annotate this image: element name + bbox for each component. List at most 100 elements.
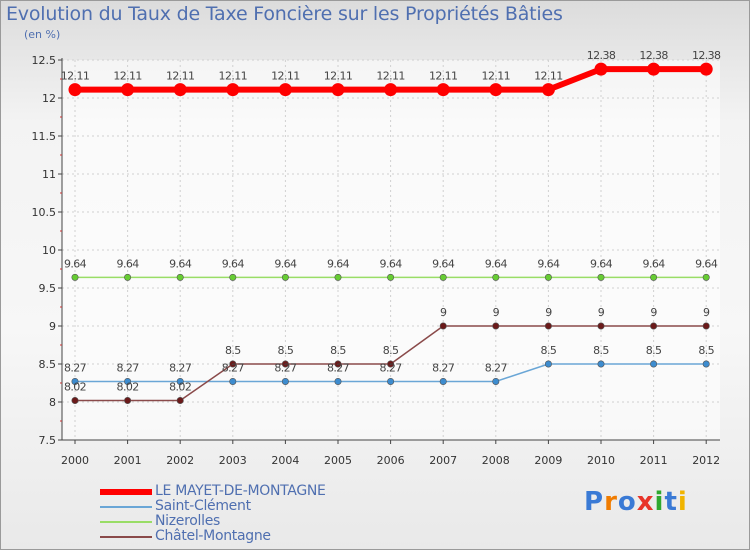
data-label: 8.5 <box>225 344 241 357</box>
data-label: 12.38 <box>639 49 668 62</box>
data-point <box>331 83 345 97</box>
data-point <box>439 377 447 385</box>
data-point <box>229 360 237 368</box>
data-label: 9 <box>545 306 552 319</box>
legend-item: Nizerolles <box>100 514 326 529</box>
legend-swatch <box>100 488 152 495</box>
data-point <box>489 83 503 97</box>
data-point <box>229 377 237 385</box>
data-label: 12.11 <box>61 70 90 83</box>
y-tick-label: 8.5 <box>39 358 57 371</box>
data-label: 8.5 <box>383 344 399 357</box>
data-label: 9 <box>598 306 605 319</box>
y-tick-label: 12 <box>42 92 56 105</box>
data-label: 9.64 <box>643 257 666 270</box>
x-tick-label: 2005 <box>324 454 352 467</box>
x-tick-label: 2004 <box>271 454 299 467</box>
y-tick-label: 8 <box>49 396 56 409</box>
y-tick-label: 11 <box>42 168 56 181</box>
data-point <box>124 273 132 281</box>
data-point <box>68 83 82 97</box>
data-label: 9 <box>650 306 657 319</box>
data-point <box>334 273 342 281</box>
data-label: 8.27 <box>274 361 297 374</box>
logo-letter: t <box>664 487 678 517</box>
data-point <box>229 273 237 281</box>
legend-label: Nizerolles <box>155 513 221 529</box>
data-point <box>492 322 500 330</box>
legend-swatch <box>100 535 152 538</box>
data-label: 8.02 <box>169 380 191 393</box>
data-label: 8.27 <box>485 361 508 374</box>
data-label: 9 <box>703 306 710 319</box>
logo-letter: o <box>617 487 637 517</box>
logo-letter: x <box>636 487 655 517</box>
proxiti-logo[interactable]: Proxiti <box>584 487 688 517</box>
data-point <box>541 83 555 97</box>
data-label: 12.11 <box>166 70 195 83</box>
data-label: 8.27 <box>380 361 403 374</box>
data-label: 12.38 <box>587 49 616 62</box>
data-label: 8.02 <box>64 380 86 393</box>
data-point <box>594 62 608 76</box>
data-label: 8.5 <box>698 344 714 357</box>
logo-letter: P <box>584 487 605 517</box>
data-label: 12.11 <box>271 70 300 83</box>
x-tick-label: 2009 <box>534 454 562 467</box>
data-label: 8.27 <box>222 361 245 374</box>
x-tick-label: 2000 <box>61 454 89 467</box>
data-point <box>647 62 661 76</box>
data-label: 8.27 <box>169 361 192 374</box>
legend-label: Châtel-Montagne <box>155 528 271 544</box>
data-label: 9.64 <box>222 257 245 270</box>
data-label: 12.11 <box>324 70 353 83</box>
data-label: 9.64 <box>117 257 140 270</box>
data-point <box>544 322 552 330</box>
x-tick-label: 2010 <box>587 454 615 467</box>
data-point <box>334 360 342 368</box>
data-point <box>492 377 500 385</box>
data-point <box>702 322 710 330</box>
data-label: 12.11 <box>376 70 405 83</box>
x-tick-label: 2011 <box>640 454 668 467</box>
x-tick-label: 2003 <box>219 454 247 467</box>
data-point <box>176 273 184 281</box>
legend-item: LE MAYET-DE-MONTAGNE <box>100 484 326 499</box>
data-point <box>281 360 289 368</box>
y-tick-label: 9.5 <box>39 282 57 295</box>
data-point <box>650 360 658 368</box>
legend-label: LE MAYET-DE-MONTAGNE <box>155 483 326 499</box>
data-label: 9 <box>493 306 500 319</box>
y-tick-label: 10 <box>42 244 56 257</box>
data-label: 12.11 <box>482 70 511 83</box>
data-label: 9.64 <box>485 257 508 270</box>
data-label: 8.5 <box>541 344 557 357</box>
data-label: 9.64 <box>695 257 718 270</box>
data-label: 8.27 <box>117 361 140 374</box>
data-point <box>278 83 292 97</box>
y-tick-label: 11.5 <box>32 130 57 143</box>
data-point <box>281 273 289 281</box>
data-point <box>121 83 135 97</box>
legend-item: Châtel-Montagne <box>100 529 326 544</box>
data-label: 9.64 <box>327 257 350 270</box>
data-point <box>702 360 710 368</box>
x-tick-label: 2007 <box>429 454 457 467</box>
data-label: 12.11 <box>219 70 248 83</box>
data-label: 8.27 <box>64 361 87 374</box>
data-point <box>439 273 447 281</box>
unit-label: (en %) <box>24 28 61 41</box>
y-tick-label: 10.5 <box>32 206 57 219</box>
data-label: 9.64 <box>537 257 560 270</box>
data-label: 8.5 <box>330 344 346 357</box>
x-tick-label: 2012 <box>692 454 720 467</box>
data-label: 9.64 <box>380 257 403 270</box>
data-label: 9.64 <box>64 257 87 270</box>
legend-swatch <box>100 505 152 508</box>
data-label: 9.64 <box>590 257 613 270</box>
data-point <box>226 83 240 97</box>
data-point <box>650 273 658 281</box>
data-label: 8.27 <box>432 361 455 374</box>
legend: LE MAYET-DE-MONTAGNE Saint-Clément Nizerol… <box>100 484 326 544</box>
data-point <box>124 377 132 385</box>
